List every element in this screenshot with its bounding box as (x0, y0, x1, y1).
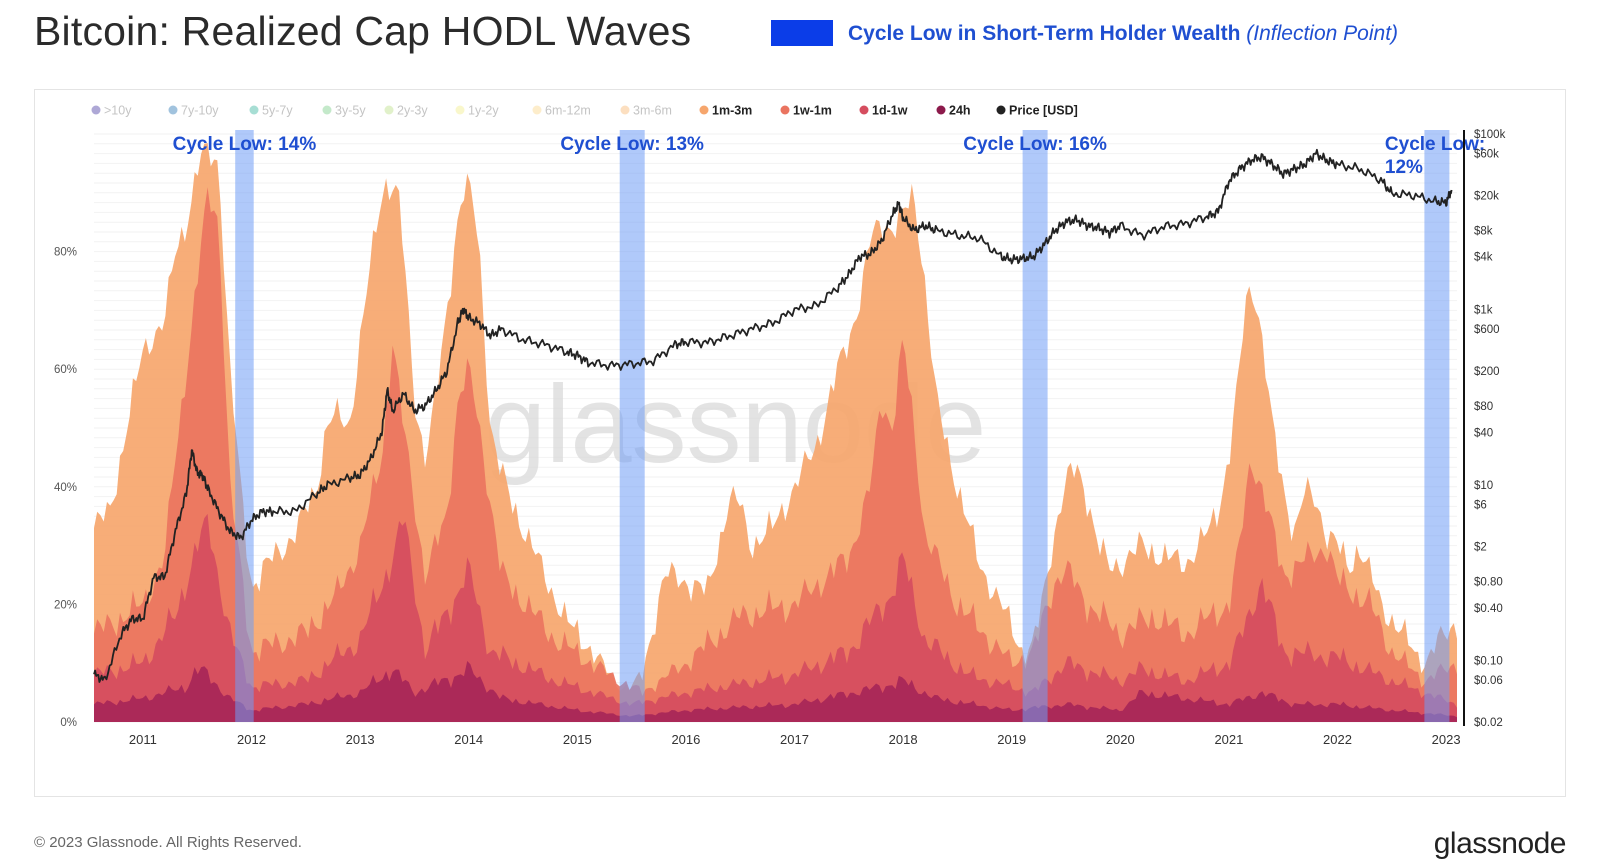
y-right-tick-label: $20k (1474, 190, 1499, 202)
legend-label: 1m-3m (712, 104, 752, 118)
x-tick-label: 2012 (237, 732, 266, 747)
x-tick-label: 2016 (671, 732, 700, 747)
x-tick-label: 2015 (563, 732, 592, 747)
y-right-tick-label: $200 (1474, 366, 1500, 378)
glassnode-logo: glassnode (1433, 827, 1567, 860)
x-tick-label: 2021 (1214, 732, 1243, 747)
price-line (93, 148, 1453, 683)
cycle-low-band (1424, 130, 1450, 722)
cycle-low-band (1022, 130, 1048, 722)
y-right-tick-label: $0.02 (1474, 717, 1503, 729)
highlight-legend-text: Cycle Low in Short-Term Holder Wealth (I… (848, 22, 1398, 46)
cycle-low-label-line: 12% (1385, 157, 1423, 178)
legend-label: >10y (104, 104, 132, 118)
cycle-low-band (235, 130, 254, 722)
chart-panel: glassnode Cycle Low: 14% Cycle Low: 13% Cyc… (34, 89, 1566, 797)
y-right-tick-label: $0.06 (1474, 675, 1503, 687)
legend-marker (780, 105, 790, 115)
y-right-tick-label: $600 (1474, 324, 1500, 336)
legend-label: 24h (949, 104, 971, 118)
highlight-legend-label: Cycle Low in Short-Term Holder Wealth (848, 22, 1241, 45)
cycle-low-band (619, 130, 645, 722)
cycle-low-label: Cycle Low: 13% (560, 134, 704, 155)
hodl-band-24h (94, 661, 1457, 722)
y-left-tick-label: 20% (54, 599, 77, 611)
legend-label: 1y-2y (468, 104, 499, 118)
legend-marker (168, 105, 178, 115)
y-right-tick-label: $80 (1474, 401, 1493, 413)
x-tick-label: 2017 (780, 732, 809, 747)
hodl-band-1w-1m (94, 187, 1457, 723)
legend-label: Price [USD] (1009, 104, 1078, 118)
legend-label: 2y-3y (397, 104, 428, 118)
cycle-low-label-line: Cycle Low: (1385, 134, 1485, 155)
legend-marker (384, 105, 394, 115)
y-right-tick-label: $2 (1474, 542, 1487, 554)
legend-label: 1d-1w (872, 104, 908, 118)
y-right-tick-label: $40 (1474, 427, 1493, 439)
page-title: Bitcoin: Realized Cap HODL Waves (34, 8, 692, 54)
legend-marker (249, 105, 259, 115)
y-right-tick-label: $4k (1474, 252, 1493, 264)
copyright-text: © 2023 Glassnode. All Rights Reserved. (34, 834, 302, 851)
legend-marker (936, 105, 946, 115)
x-tick-label: 2020 (1106, 732, 1135, 747)
y-right-tick-label: $0.40 (1474, 603, 1503, 615)
highlight-legend-swatch (771, 20, 833, 46)
y-right-tick-label: $100k (1474, 129, 1506, 141)
legend-marker (699, 105, 709, 115)
legend-label: 7y-10y (181, 104, 219, 118)
legend-marker (620, 105, 630, 115)
y-left-tick-label: 60% (54, 364, 77, 376)
y-right-tick-label: $0.80 (1474, 576, 1503, 588)
legend-label: 3y-5y (335, 104, 366, 118)
y-right-tick-label: $6 (1474, 500, 1487, 512)
x-tick-label: 2019 (997, 732, 1026, 747)
cycle-low-label: Cycle Low: 16% (963, 134, 1107, 155)
hodl-band-1d-1w (94, 513, 1457, 722)
legend-label: 5y-7y (262, 104, 293, 118)
x-tick-label: 2013 (346, 732, 375, 747)
y-right-tick-label: $10 (1474, 480, 1493, 492)
x-tick-label: 2018 (889, 732, 918, 747)
highlight-legend-note: (Inflection Point) (1246, 22, 1399, 45)
legend-marker (455, 105, 465, 115)
legend-marker (322, 105, 332, 115)
legend-label: 6m-12m (545, 104, 591, 118)
y-left-tick-label: 0% (60, 717, 77, 729)
legend-marker (91, 105, 101, 115)
cycle-low-label: Cycle Low: 14% (173, 134, 317, 155)
x-tick-label: 2014 (454, 732, 483, 747)
legend-marker (532, 105, 542, 115)
y-right-tick-label: $60k (1474, 149, 1499, 161)
legend-label: 1w-1m (793, 104, 832, 118)
legend-marker (859, 105, 869, 115)
x-tick-label: 2011 (129, 732, 157, 747)
x-tick-label: 2022 (1323, 732, 1352, 747)
y-right-tick-label: $0.10 (1474, 656, 1503, 668)
legend-marker (996, 105, 1006, 115)
y-right-tick-label: $8k (1474, 225, 1493, 237)
x-tick-label: 2023 (1432, 732, 1461, 747)
legend-label: 3m-6m (633, 104, 672, 118)
y-right-tick-label: $1k (1474, 305, 1493, 317)
y-left-tick-label: 80% (54, 247, 77, 259)
y-left-tick-label: 40% (54, 482, 77, 494)
cycle-low-label: Cycle Low: 12% (1385, 134, 1485, 178)
